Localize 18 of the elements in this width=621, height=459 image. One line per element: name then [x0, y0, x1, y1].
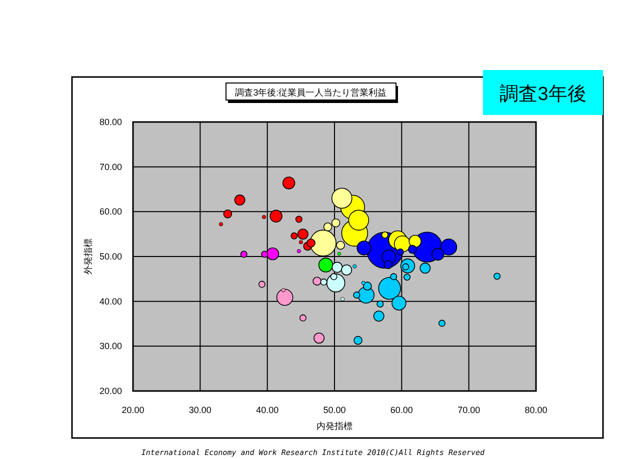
x-axis-title: 内発指標: [316, 421, 352, 431]
y-tick-label: 20.00: [99, 386, 122, 396]
x-tick-label: 30.00: [188, 405, 212, 415]
x-tick-label: 40.00: [256, 405, 279, 415]
y-tick-label: 80.00: [99, 117, 122, 127]
y-axis-title: 外発指標: [83, 238, 93, 274]
y-tick-label: 60.00: [99, 206, 122, 217]
y-tick-label: 70.00: [99, 162, 122, 172]
x-tick-label: 50.00: [323, 405, 346, 415]
x-tick-label: 70.00: [458, 405, 480, 415]
chart-title: 調査3年後:従業員一人当たり営業利益: [235, 88, 387, 98]
text: 調査3年後: [500, 84, 586, 105]
x-tick-label: 20.00: [122, 405, 144, 415]
y-tick-label: 50.00: [99, 252, 122, 262]
x-tick-label: 60.00: [390, 405, 413, 415]
y-tick-label: 40.00: [99, 296, 122, 306]
x-tick-label: 80.00: [524, 405, 548, 415]
y-tick-label: 30.00: [99, 341, 122, 352]
